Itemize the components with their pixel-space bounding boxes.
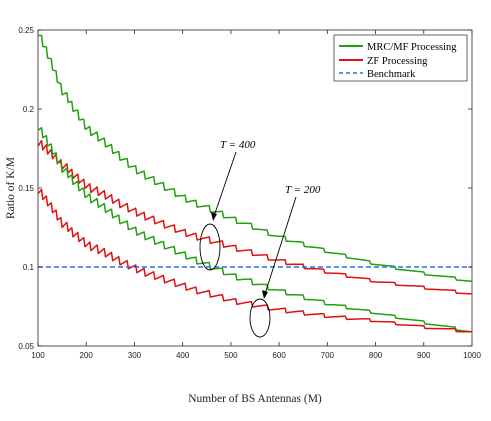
x-axis-ticks: 100 200 300 400 500 600 700 800 900 1000 [31,30,481,360]
annotation-t400-label: T = 400 [220,139,256,151]
y-axis-title: Ratio of K/M [5,157,17,219]
legend-label-mrc: MRC/MF Processing [367,42,457,53]
annotation-t200-label: T = 200 [285,184,321,196]
y-tick-label: 0.05 [18,342,34,351]
x-tick-label: 400 [176,351,190,360]
x-tick-label: 1000 [463,351,481,360]
x-tick-label: 900 [417,351,431,360]
x-tick-label: 200 [80,351,94,360]
annotation-t200-arrow [263,196,297,298]
y-tick-label: 0.25 [18,26,34,35]
plot-frame [37,29,473,347]
x-tick-label: 600 [272,351,286,360]
annotation-t200: T = 200 [249,184,321,338]
annotation-t400-arrowhead [211,212,217,221]
series-line-zf-t400 [37,139,473,295]
annotation-t400-ellipse [199,223,221,271]
legend: MRC/MF Processing ZF Processing Benchmar… [333,34,468,82]
y-tick-label: 0.1 [23,263,35,272]
annotation-t200-arrowhead [262,290,268,299]
x-tick-label: 700 [321,351,335,360]
series-line-mrc-t200 [37,126,473,333]
legend-label-benchmark: Benchmark [367,69,416,80]
series-layer [37,34,473,333]
x-axis-title: Number of BS Antennas (M) [188,393,322,405]
x-tick-label: 100 [31,351,45,360]
annotation-t400-arrow [212,151,237,220]
y-axis-ticks: 0.05 0.1 0.15 0.2 0.25 [18,26,472,351]
legend-label-zf: ZF Processing [367,56,428,67]
y-tick-label: 0.2 [23,105,35,114]
series-line-zf-t200 [37,188,472,333]
annotation-t200-ellipse [249,298,271,338]
annotation-t400: T = 400 [199,139,256,271]
x-tick-label: 500 [224,351,238,360]
series-line-mrc-t400 [38,34,473,283]
x-tick-label: 800 [369,351,383,360]
y-tick-label: 0.15 [18,184,34,193]
x-tick-label: 300 [128,351,142,360]
